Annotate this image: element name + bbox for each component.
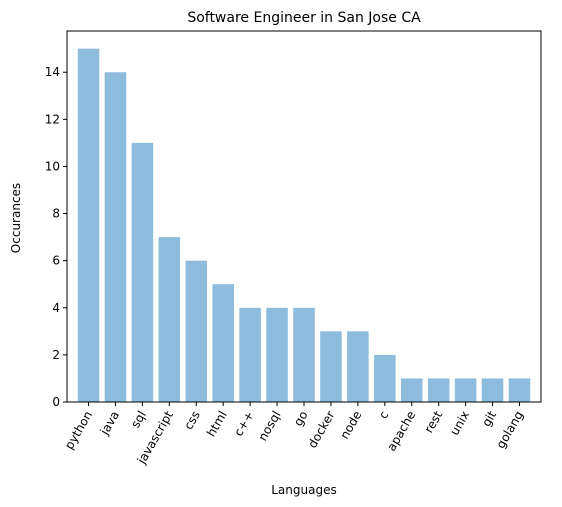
x-tick-label-rest: rest <box>422 408 446 435</box>
y-tick-label: 10 <box>45 159 60 173</box>
x-axis-label: Languages <box>271 483 336 497</box>
bar-docker <box>320 331 342 402</box>
bar-javascript <box>158 237 181 402</box>
bar-golang <box>508 378 531 402</box>
bar-node <box>347 331 369 402</box>
y-axis: 0 2 4 6 8 10 12 14 <box>45 65 67 409</box>
bar-apache <box>400 378 423 402</box>
bar-c <box>374 354 396 402</box>
bar-c- <box>239 307 261 402</box>
x-tick-label-node: node <box>337 409 364 442</box>
x-tick-label-nosql: nosql <box>255 409 283 444</box>
bar-rest <box>427 378 450 402</box>
bar-css <box>185 260 208 402</box>
y-tick-label: 8 <box>52 207 60 221</box>
y-axis-label: Occurances <box>9 183 23 253</box>
x-tick-label-sql: sql <box>128 409 149 431</box>
y-tick-label: 4 <box>52 301 60 315</box>
x-tick-label-python: python <box>62 409 95 452</box>
x-tick-label-html: html <box>204 409 230 440</box>
x-tick-label-golang: golang <box>493 409 526 451</box>
x-tick-label-c: c <box>376 409 391 422</box>
x-tick-label-unix: unix <box>447 409 472 438</box>
bar-html <box>212 284 234 402</box>
x-tick-label-c-: c++ <box>231 409 256 439</box>
bar-java <box>104 72 127 402</box>
bar-go <box>293 307 315 402</box>
y-tick-label: 0 <box>52 395 60 409</box>
bar-nosql <box>266 307 288 402</box>
bar-git <box>481 378 504 402</box>
x-tick-label-java: java <box>97 409 122 439</box>
x-tick-label-css: css <box>181 409 203 433</box>
bar-sql <box>131 142 154 402</box>
bar-python <box>77 48 100 403</box>
y-tick-label: 14 <box>45 65 60 79</box>
chart-title: Software Engineer in San Jose CA <box>187 10 421 26</box>
y-tick-label: 12 <box>45 112 60 126</box>
x-tick-label-git: git <box>479 408 499 429</box>
plot-frame <box>66 30 542 403</box>
y-tick-label: 6 <box>52 254 60 268</box>
x-tick-label-docker: docker <box>305 408 337 450</box>
bar-unix <box>454 378 477 402</box>
y-tick-label: 2 <box>52 348 60 362</box>
x-tick-label-go: go <box>291 409 311 429</box>
bars-layer <box>77 48 531 403</box>
